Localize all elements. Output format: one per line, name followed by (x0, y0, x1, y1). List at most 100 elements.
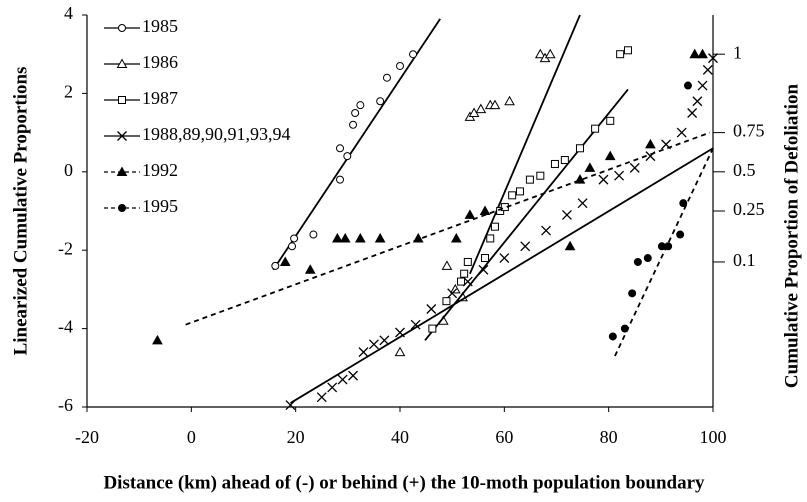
legend-marker (116, 58, 128, 68)
marker (504, 95, 515, 106)
marker (336, 144, 345, 153)
marker (614, 170, 625, 181)
legend-marker (118, 24, 126, 32)
legend-label: 1988,89,90,91,93,94 (142, 124, 291, 144)
marker (575, 144, 584, 153)
marker (336, 175, 345, 184)
marker (697, 80, 708, 91)
x-tick-label: 60 (495, 427, 513, 447)
marker (376, 97, 385, 106)
fit-line (614, 147, 714, 357)
marker (478, 264, 489, 275)
marker (460, 269, 469, 278)
marker (348, 370, 359, 381)
y2-tick-label: 0.1 (733, 250, 756, 270)
marker (536, 171, 545, 180)
fit-line (272, 18, 441, 271)
legend-marker (116, 166, 128, 176)
marker (304, 264, 316, 274)
marker (358, 347, 369, 358)
legend-marker (118, 96, 126, 104)
marker (463, 257, 472, 266)
y-tick-label: -6 (58, 395, 73, 415)
y2-axis-title: Cumulative Proportion of Defoliation (781, 83, 802, 388)
marker (574, 174, 586, 184)
marker (697, 48, 708, 59)
marker (339, 232, 351, 243)
fit-line (185, 131, 711, 326)
marker (354, 232, 366, 243)
marker (356, 101, 365, 110)
fit-line (469, 14, 581, 275)
x-tick-label: 80 (600, 427, 618, 447)
marker (457, 277, 466, 286)
marker (515, 187, 524, 196)
marker (534, 48, 546, 59)
legend-marker (117, 131, 127, 141)
marker (447, 288, 458, 299)
x-tick-label: 0 (187, 427, 196, 447)
marker (525, 175, 534, 184)
x-tick-label: -20 (75, 427, 99, 447)
fit-line (289, 147, 714, 404)
marker (316, 392, 327, 403)
legend-label: 1986 (142, 52, 178, 72)
marker (598, 174, 609, 185)
marker (327, 382, 338, 393)
marker (560, 156, 569, 165)
marker (643, 254, 652, 263)
legend-label: 1992 (142, 160, 178, 180)
marker (550, 159, 559, 168)
marker (608, 332, 617, 341)
marker (396, 61, 404, 70)
marker (708, 53, 718, 64)
marker (271, 261, 280, 270)
marker (382, 73, 391, 82)
marker (676, 230, 685, 239)
legend-label: 1987 (142, 88, 178, 108)
marker (290, 234, 299, 243)
legend-label: 1995 (142, 196, 178, 216)
marker (664, 242, 673, 251)
marker (679, 199, 688, 208)
marker (633, 257, 642, 266)
y2-tick-label: 0.5 (733, 160, 756, 180)
marker (606, 116, 615, 125)
marker (442, 297, 451, 306)
marker (412, 232, 424, 243)
marker (683, 81, 692, 90)
y-tick-label: -4 (58, 317, 73, 337)
marker (410, 319, 421, 330)
marker (374, 232, 386, 243)
y2-tick-label: 0.25 (733, 199, 765, 219)
x-tick-label: 40 (391, 427, 409, 447)
marker (337, 374, 348, 385)
marker (604, 150, 616, 161)
marker (428, 324, 437, 333)
marker (620, 324, 629, 333)
y-axis-title: Linearized Cumulative Proportions (10, 67, 31, 356)
marker (577, 198, 588, 209)
marker (676, 127, 687, 138)
marker (564, 240, 576, 251)
marker (395, 327, 405, 338)
marker (426, 304, 437, 314)
marker (464, 209, 476, 219)
marker (687, 108, 698, 118)
marker (394, 346, 406, 357)
y2-tick-label: 0.75 (733, 121, 765, 141)
y-tick-label: 2 (64, 82, 73, 102)
marker (623, 46, 632, 55)
y2-tick-label: 1 (733, 42, 742, 62)
marker (486, 234, 495, 243)
marker (584, 162, 596, 172)
marker (499, 253, 510, 263)
marker (379, 335, 390, 346)
marker (645, 138, 656, 149)
legend-label: 1985 (142, 16, 178, 36)
y-tick-label: 4 (64, 3, 73, 23)
marker (508, 191, 517, 200)
marker (702, 64, 713, 75)
marker (368, 339, 379, 350)
marker (462, 276, 473, 287)
